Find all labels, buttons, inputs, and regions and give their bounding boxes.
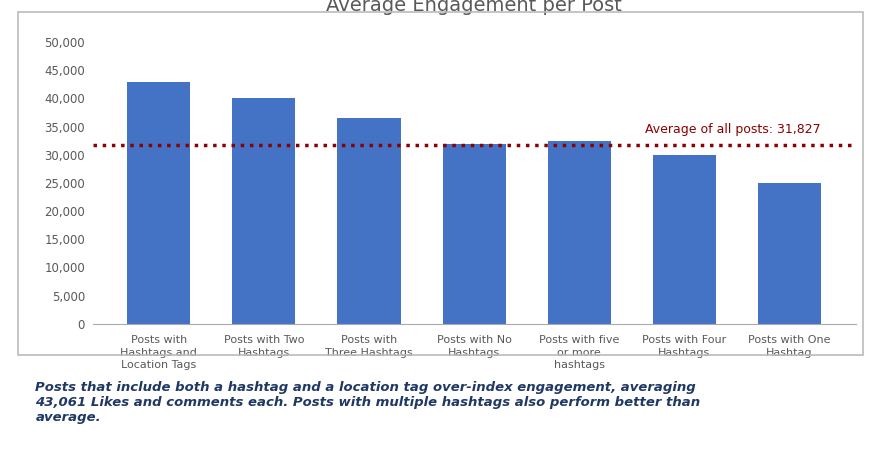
Bar bbox=[127, 81, 191, 324]
Bar bbox=[548, 141, 610, 324]
Bar bbox=[232, 99, 295, 324]
Text: Average of all posts: 31,827: Average of all posts: 31,827 bbox=[646, 123, 821, 136]
Bar bbox=[758, 183, 821, 324]
Text: Posts that include both a hashtag and a location tag over-index engagement, aver: Posts that include both a hashtag and a … bbox=[35, 381, 700, 424]
Bar bbox=[443, 144, 505, 324]
Bar bbox=[653, 155, 716, 324]
Bar bbox=[338, 118, 400, 324]
Title: Average Engagement per Post: Average Engagement per Post bbox=[326, 0, 622, 16]
